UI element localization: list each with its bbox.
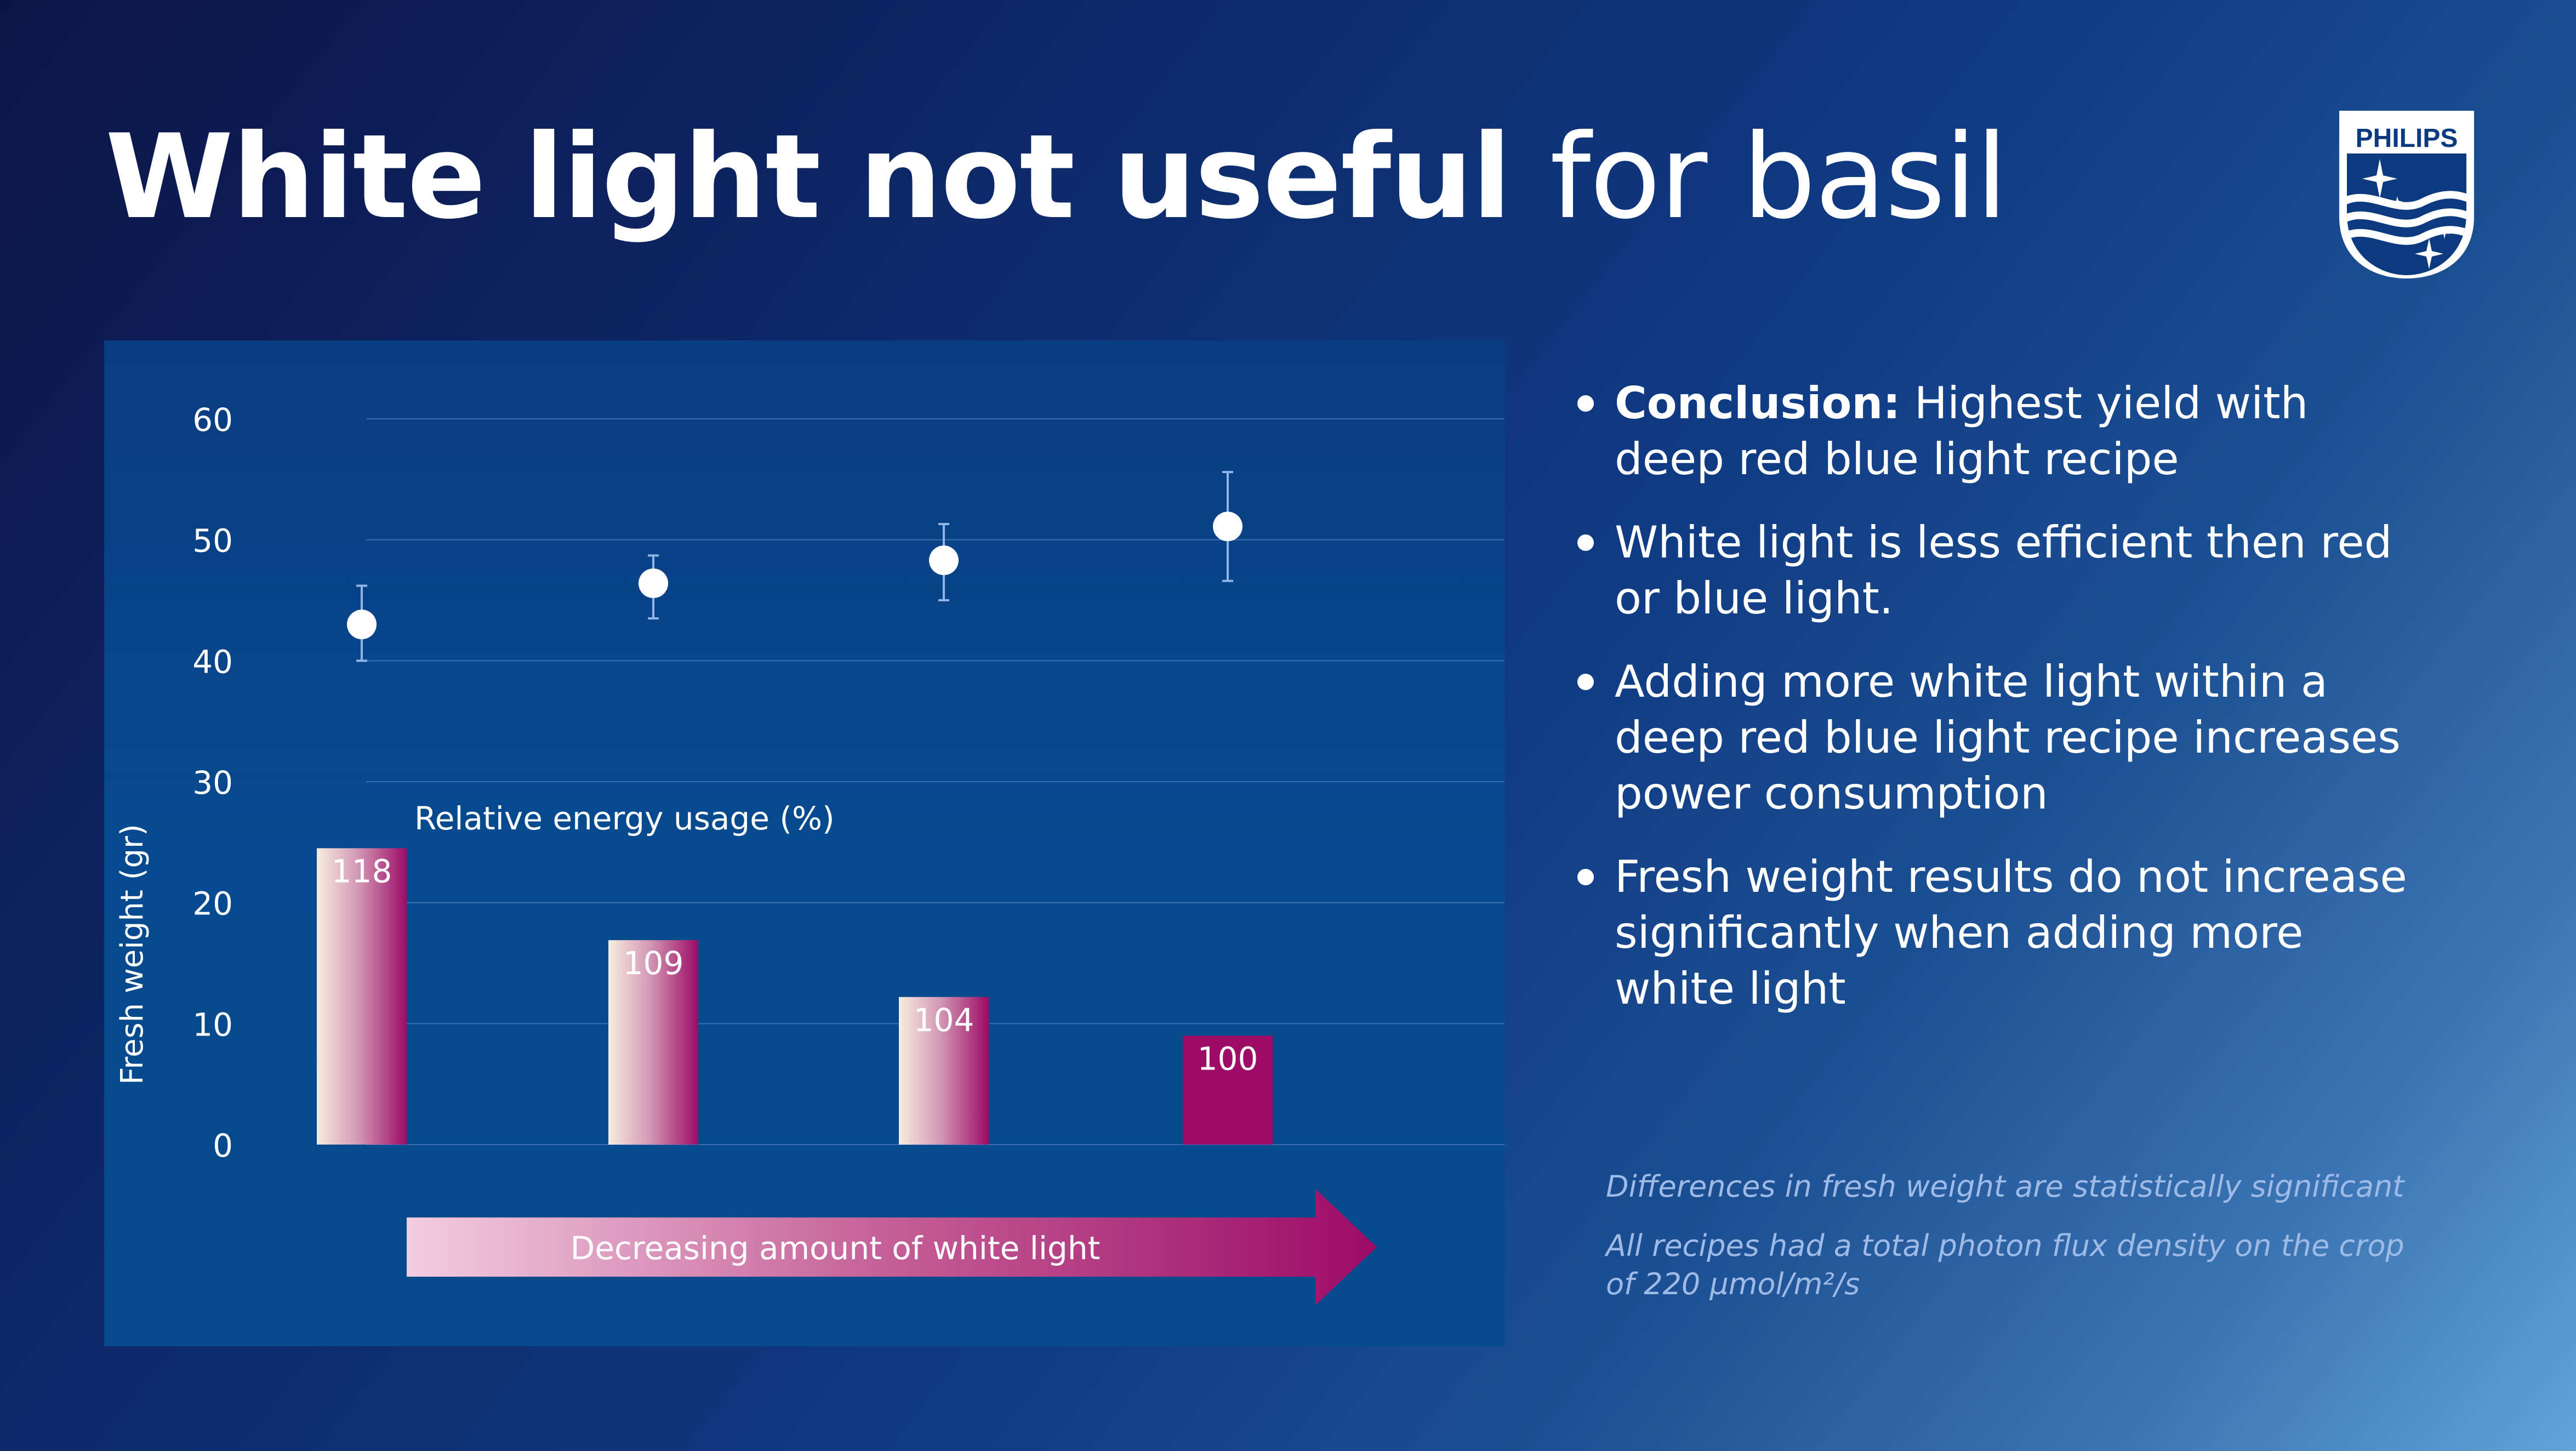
bullet-text: Fresh weight results do not increase sig… (1615, 851, 2407, 1014)
bullet-list: Conclusion: Highest yield with deep red … (1573, 375, 2428, 1044)
philips-logo: PHILIPS (2339, 111, 2474, 278)
energy-bar (608, 940, 698, 1145)
bullet-text: Adding more white light within a deep re… (1615, 656, 2401, 819)
y-tick-label: 30 (192, 764, 233, 801)
data-point-marker (1213, 511, 1243, 542)
data-point (929, 522, 959, 601)
white-light-arrow: Decreasing amount of white light (407, 1189, 1377, 1305)
bullet-lead: Conclusion: (1615, 378, 1901, 429)
bullet-item: Fresh weight results do not increase sig… (1573, 849, 2428, 1017)
energy-bar (899, 997, 989, 1145)
data-point-marker (929, 545, 959, 576)
bullet-item: Conclusion: Highest yield with deep red … (1573, 375, 2428, 487)
logo-text: PHILIPS (2356, 124, 2458, 153)
data-point-marker (347, 610, 377, 640)
footnotes: Differences in fresh weight are statisti… (1606, 1168, 2428, 1324)
title-light: for basil (1549, 109, 2008, 244)
data-point-marker (639, 568, 668, 599)
bar-value-label: 109 (623, 944, 684, 982)
chart-panel: 0 10 20 30 40 50 60 Fresh weight (gr) 118 109 10… (104, 340, 1504, 1346)
y-tick-label: 20 (192, 885, 233, 923)
star-icon (2362, 159, 2397, 198)
bar-value-label: 118 (332, 852, 392, 890)
bar-value-label: 100 (1198, 1040, 1258, 1077)
star-icon (2415, 238, 2443, 269)
bullet-text: Highest yield with deep red blue light r… (1615, 378, 2309, 485)
bar-value-label: 104 (914, 1002, 974, 1039)
footnote: Differences in fresh weight are statisti… (1606, 1169, 2404, 1204)
bar-series-label: Relative energy usage (%) (414, 800, 835, 837)
y-tick-label: 60 (192, 401, 233, 439)
data-point (347, 584, 377, 662)
y-tick-label: 0 (213, 1127, 233, 1164)
energy-bar (317, 848, 407, 1145)
footnote: All recipes had a total photon flux dens… (1606, 1228, 2404, 1301)
y-axis-label: Fresh weight (gr) (115, 824, 150, 1085)
data-point (1213, 471, 1243, 582)
y-tick-label: 10 (192, 1006, 233, 1043)
data-point (639, 554, 668, 620)
y-tick-label: 40 (192, 643, 233, 680)
y-tick-label: 50 (192, 522, 233, 560)
bullet-item: White light is less efficient then red o… (1573, 515, 2428, 627)
title-bold: White light not useful (105, 109, 1512, 244)
bullet-text: White light is less efficient then red o… (1615, 517, 2392, 624)
page-title: White light not useful for basil (105, 104, 2008, 249)
bullet-item: Adding more white light within a deep re… (1573, 654, 2428, 822)
energy-bar (1183, 1035, 1273, 1145)
chart: 0 10 20 30 40 50 60 Fresh weight (gr) 118 109 10… (115, 401, 1504, 1305)
arrow-label: Decreasing amount of white light (571, 1230, 1101, 1267)
